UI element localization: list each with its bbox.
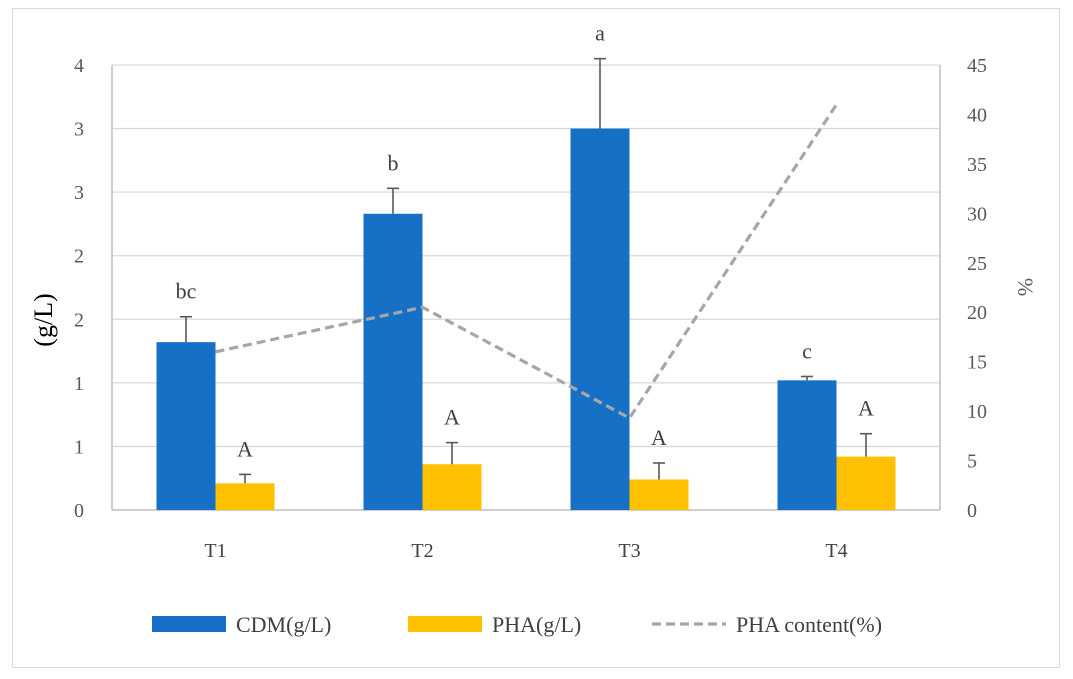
- significance-label: a: [595, 21, 605, 46]
- bar-cdmgl: [156, 342, 216, 510]
- left-tick-label: 3: [74, 182, 84, 204]
- right-tick-label: 0: [967, 500, 977, 522]
- bar-cdmgl: [363, 213, 423, 510]
- legend: CDM(g/L) PHA(g/L) PHA content(%): [152, 612, 882, 637]
- right-tick-label: 10: [967, 401, 987, 423]
- left-axis-title: (g/L): [29, 293, 58, 346]
- bar-phagl: [215, 483, 275, 510]
- significance-label: A: [237, 436, 253, 461]
- significance-label: bc: [176, 279, 197, 304]
- bar-cdmgl: [777, 380, 837, 510]
- right-tick-label: 20: [967, 302, 987, 324]
- left-tick-label: 1: [74, 436, 84, 458]
- right-tick-label: 35: [967, 154, 987, 176]
- significance-label: c: [802, 339, 812, 364]
- left-tick-label: 2: [74, 309, 84, 331]
- data-labels: bc b a c A A A A: [176, 21, 874, 462]
- category-label: T3: [618, 540, 640, 562]
- category-label: T2: [411, 540, 433, 562]
- right-tick-label: 40: [967, 104, 987, 126]
- left-tick-label: 2: [74, 246, 84, 268]
- right-tick-label: 5: [967, 451, 977, 473]
- right-axis-title: %: [1013, 278, 1038, 296]
- right-tick-label: 15: [967, 352, 987, 374]
- bars: [156, 128, 896, 511]
- line-series: [215, 103, 838, 421]
- bar-phagl: [629, 479, 689, 510]
- legend-swatch-cdmgl: [152, 616, 226, 632]
- right-tick-label: 45: [967, 55, 987, 77]
- right-tick-label: 25: [967, 253, 987, 275]
- category-label: T1: [204, 540, 226, 562]
- category-label: T4: [825, 540, 847, 562]
- significance-label: A: [651, 425, 667, 450]
- right-tick-label: 30: [967, 203, 987, 225]
- left-tick-label: 1: [74, 373, 84, 395]
- significance-label: A: [858, 396, 874, 421]
- significance-label: A: [444, 405, 460, 430]
- left-tick-label: 3: [74, 119, 84, 141]
- bar-phagl: [422, 464, 482, 510]
- bar-phagl: [836, 456, 896, 510]
- legend-swatch-phagl: [408, 616, 482, 632]
- significance-label: b: [388, 150, 399, 175]
- legend-label-phagl: PHA(g/L): [492, 612, 581, 637]
- legend-label-phacontent: PHA content(%): [736, 612, 882, 637]
- bar-cdmgl: [570, 128, 630, 511]
- left-tick-label: 4: [74, 55, 84, 77]
- left-tick-label: 0: [74, 500, 84, 522]
- error-bars: [180, 57, 872, 484]
- line-pha-content: [215, 103, 838, 421]
- legend-label-cdmgl: CDM(g/L): [236, 612, 331, 637]
